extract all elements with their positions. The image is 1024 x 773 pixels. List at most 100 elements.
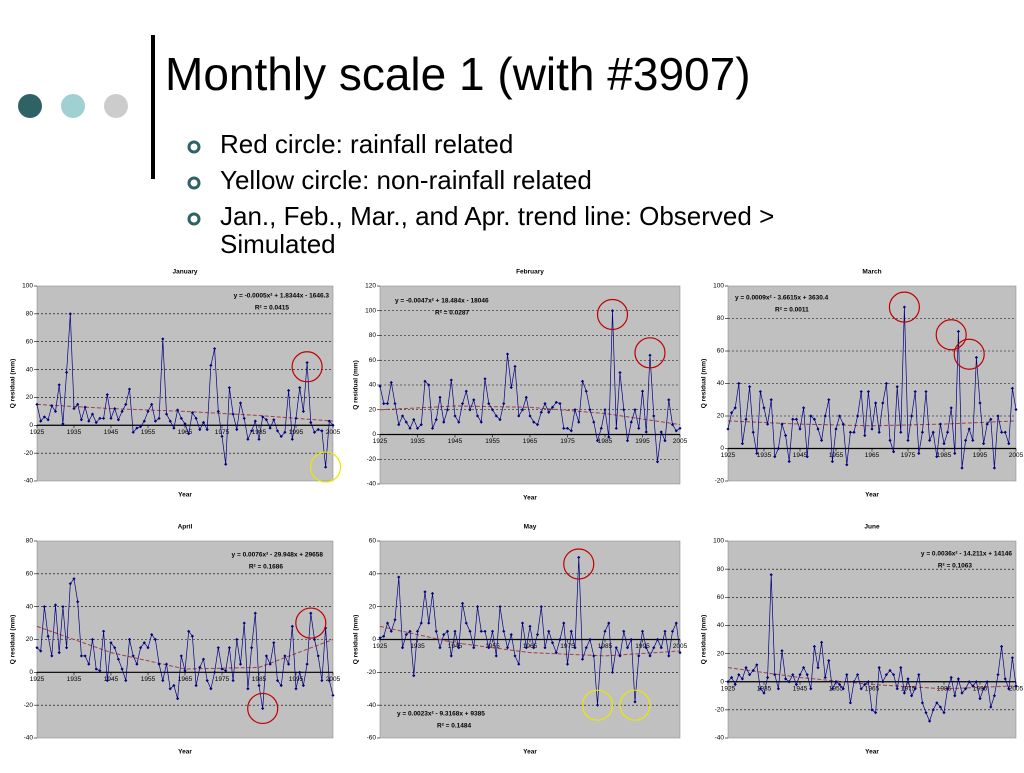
x-tick-label: 2005 [673,643,688,650]
x-tick-label: 1955 [829,452,844,459]
y-tick-label: -20 [24,702,34,709]
data-point [787,680,791,684]
data-point [120,409,124,413]
data-point [992,694,996,698]
data-point [94,667,98,671]
data-point [967,427,971,431]
data-point [76,402,80,406]
data-point [257,437,261,441]
data-point [917,673,921,677]
highlight-circle [888,291,921,323]
data-point [532,646,536,650]
data-point [791,417,795,421]
data-point [153,637,157,642]
y-tick-label: 0 [372,431,376,438]
y-tick-label: 60 [717,348,725,355]
data-point [751,668,755,673]
data-point [65,370,69,374]
data-point [385,401,390,406]
data-point [246,437,250,441]
data-point [949,675,953,680]
data-point [946,687,950,691]
y-tick-label: 40 [717,622,725,629]
trend-line [36,625,334,670]
data-point [231,678,235,683]
data-point [468,408,472,412]
data-point [827,398,831,402]
data-point [924,711,928,715]
y-tick-label: 60 [369,538,377,545]
x-tick-label: 1965 [178,676,193,683]
data-point [532,420,536,424]
data-point [1010,386,1014,390]
data-point [812,644,816,649]
data-point [547,629,551,633]
data-point [520,408,525,412]
data-point [913,390,917,394]
data-point [494,654,498,658]
data-point [547,410,551,414]
bullet [187,140,201,154]
data-point [393,618,397,622]
data-point [663,629,667,633]
data-point [404,632,408,637]
data-point [324,465,328,469]
highlight-circle [634,337,666,369]
data-point [577,420,581,424]
y-tick-label: 100 [713,283,724,290]
data-point [737,381,741,386]
data-point [622,408,626,412]
data-point [964,438,968,442]
data-point [805,455,809,459]
data-point [935,455,939,459]
data-point [216,646,220,650]
data-point [744,666,748,670]
data-point [562,621,566,625]
data-point [283,430,287,434]
highlight-circle [935,319,967,351]
data-point [309,420,313,425]
highlight-circle [619,689,651,721]
data-point [327,678,331,683]
data-point [787,459,791,464]
x-tick-label: 1925 [373,438,388,445]
data-point [539,410,543,414]
y-tick-label: 100 [22,283,33,290]
trend-equation: y = 0.0076x² - 29.948x + 29658 [232,552,324,559]
x-tick-label: 1975 [560,643,575,650]
chart-title: January [173,269,198,276]
x-tick-label: 1985 [598,438,613,445]
data-point [751,430,755,434]
x-axis-label: Year [523,495,537,502]
data-point [773,455,777,459]
data-point [625,646,630,650]
data-point [423,379,427,383]
data-point [105,678,109,683]
data-point [558,637,562,642]
data-point [928,719,932,723]
data-point [830,459,834,464]
data-point [509,385,513,390]
data-point [910,414,914,418]
data-point [250,429,254,433]
y-axis-label: Q residual (mm) [10,359,17,408]
x-tick-label: 1975 [215,429,230,436]
data-point [888,438,892,442]
data-point [989,417,993,421]
r-squared: R² = 0.1484 [437,723,472,730]
data-point [483,377,487,381]
y-tick-label: 20 [369,406,377,413]
data-point [607,435,611,439]
data-point [408,629,412,633]
y-axis-label: Q residual (mm) [353,360,360,409]
y-axis-label: Q residual (mm) [10,615,17,664]
bullet-text: Red circle: rainfall related [220,129,513,159]
data-point [50,404,54,408]
data-point [242,416,246,420]
data-point [845,673,849,677]
y-tick-label: 40 [369,382,377,389]
data-point [780,649,784,653]
data-point [434,418,438,422]
deco-dot [61,94,85,118]
data-point [870,708,874,712]
